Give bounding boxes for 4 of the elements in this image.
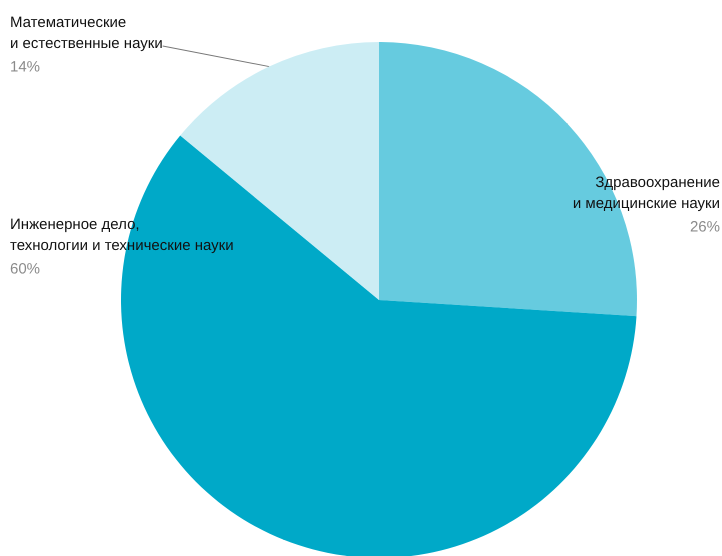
slice-label: Математические и естественные науки <box>10 14 163 52</box>
data-label: 14% <box>10 58 40 76</box>
data-label: 26% <box>690 218 720 236</box>
data-label: 60% <box>10 260 40 278</box>
